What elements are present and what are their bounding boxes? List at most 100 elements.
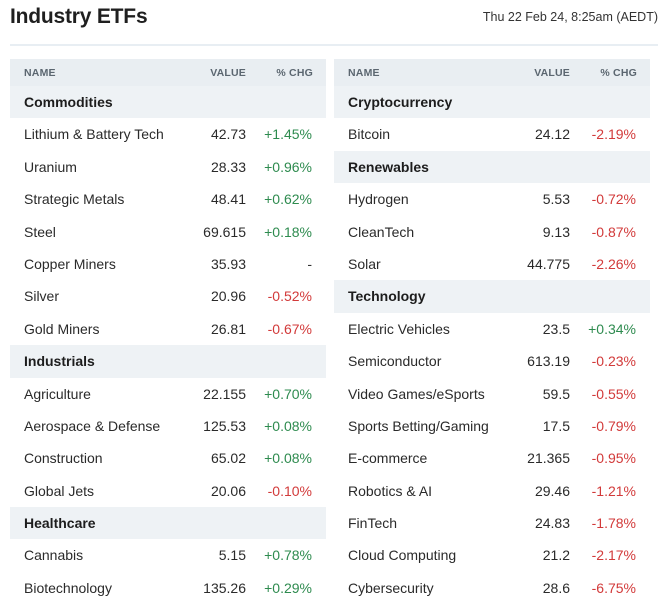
etf-name-link[interactable]: Gold Miners <box>24 320 100 337</box>
table-row[interactable]: Cannabis 5.15 +0.78% <box>10 539 326 571</box>
column-header-name[interactable]: NAME <box>24 67 56 79</box>
table-row[interactable]: Gold Miners 26.81 -0.67% <box>10 313 326 345</box>
table-row[interactable]: Hydrogen 5.53 -0.72% <box>334 183 650 215</box>
etf-value: 23.5 <box>542 320 570 337</box>
column-header-change[interactable]: % CHG <box>600 67 637 79</box>
etf-name-link[interactable]: Solar <box>348 255 381 272</box>
etf-name-link[interactable]: Cloud Computing <box>348 547 457 564</box>
table-row[interactable]: Video Games/eSports 59.5 -0.55% <box>334 378 650 410</box>
etf-name-link[interactable]: Strategic Metals <box>24 191 125 208</box>
table-row[interactable]: Construction 65.02 +0.08% <box>10 442 326 474</box>
etf-value: 613.19 <box>527 353 570 370</box>
category-label: Technology <box>348 288 426 305</box>
etf-name-link[interactable]: E-commerce <box>348 450 428 467</box>
etf-percent-change: -1.78% <box>591 515 636 532</box>
etf-percent-change: -0.52% <box>267 288 312 305</box>
etf-name-link[interactable]: Copper Miners <box>24 255 116 272</box>
table-row[interactable]: FinTech 24.83 -1.78% <box>334 507 650 539</box>
timestamp: Thu 22 Feb 24, 8:25am (AEDT) <box>482 10 658 24</box>
table-row[interactable]: Lithium & Battery Tech 42.73 +1.45% <box>10 118 326 150</box>
etf-percent-change: +0.62% <box>264 191 312 208</box>
etf-percent-change: -0.95% <box>591 450 636 467</box>
etf-percent-change: +0.96% <box>264 158 312 175</box>
etf-name-link[interactable]: Cybersecurity <box>348 579 434 596</box>
table-row[interactable]: Electric Vehicles 23.5 +0.34% <box>334 313 650 345</box>
table-body: Cryptocurrency Bitcoin 24.12 -2.19% Renewabl… <box>334 86 650 604</box>
table-row[interactable]: Biotechnology 135.26 +0.29% <box>10 572 326 604</box>
etf-percent-change: +0.08% <box>264 417 312 434</box>
etf-name-link[interactable]: FinTech <box>348 515 398 532</box>
etf-value: 65.02 <box>210 450 246 467</box>
etf-value: 9.13 <box>542 223 570 240</box>
etf-percent-change: +0.78% <box>264 547 312 564</box>
column-header-value[interactable]: VALUE <box>210 67 246 79</box>
etf-name-link[interactable]: Cannabis <box>24 547 84 564</box>
etf-name-link[interactable]: Robotics & AI <box>348 482 433 499</box>
etf-percent-change: -1.21% <box>591 482 636 499</box>
etf-value: 24.83 <box>534 515 570 532</box>
etf-name-link[interactable]: Sports Betting/Gaming <box>348 417 489 434</box>
table-row[interactable]: Sports Betting/Gaming 17.5 -0.79% <box>334 410 650 442</box>
table-row[interactable]: Semiconductor 613.19 -0.23% <box>334 345 650 377</box>
etf-name-link[interactable]: Global Jets <box>24 482 95 499</box>
etf-value: 26.81 <box>210 320 246 337</box>
etf-value: 35.93 <box>210 255 246 272</box>
etf-percent-change: -0.55% <box>591 385 636 402</box>
etf-name-link[interactable]: Construction <box>24 450 103 467</box>
table-row[interactable]: Uranium 28.33 +0.96% <box>10 151 326 183</box>
etf-percent-change: +1.45% <box>264 126 312 143</box>
etf-name-link[interactable]: Semiconductor <box>348 353 442 370</box>
category-label: Healthcare <box>24 515 96 532</box>
etf-percent-change: +0.70% <box>264 385 312 402</box>
etf-value: 44.775 <box>527 255 570 272</box>
etf-name-link[interactable]: Lithium & Battery Tech <box>24 126 164 143</box>
etf-name-link[interactable]: Hydrogen <box>348 191 409 208</box>
etf-value: 135.26 <box>203 579 246 596</box>
table-row[interactable]: Strategic Metals 48.41 +0.62% <box>10 183 326 215</box>
table-row[interactable]: Steel 69.615 +0.18% <box>10 216 326 248</box>
table-row[interactable]: Robotics & AI 29.46 -1.21% <box>334 475 650 507</box>
etf-value: 20.96 <box>210 288 246 305</box>
table-row[interactable]: Silver 20.96 -0.52% <box>10 280 326 312</box>
category-row: Commodities <box>10 86 326 119</box>
etf-name-link[interactable]: Agriculture <box>24 385 91 402</box>
etf-percent-change: -0.72% <box>591 191 636 208</box>
etf-percent-change: -0.87% <box>591 223 636 240</box>
column-header-name[interactable]: NAME <box>348 67 380 79</box>
table-row[interactable]: E-commerce 21.365 -0.95% <box>334 442 650 474</box>
table-row[interactable]: Copper Miners 35.93 - <box>10 248 326 280</box>
category-label: Cryptocurrency <box>348 94 453 110</box>
table-row[interactable]: Cybersecurity 28.6 -6.75% <box>334 572 650 604</box>
etf-value: 48.41 <box>210 191 246 208</box>
etf-value: 24.12 <box>534 126 570 143</box>
etf-value: 21.365 <box>527 450 570 467</box>
table-body: Commodities Lithium & Battery Tech 42.73 +1… <box>10 86 326 604</box>
category-row: Technology <box>334 280 650 313</box>
etf-percent-change: +0.29% <box>264 579 312 596</box>
table-row[interactable]: Cloud Computing 21.2 -2.17% <box>334 539 650 571</box>
table-row[interactable]: Bitcoin 24.12 -2.19% <box>334 118 650 150</box>
etf-name-link[interactable]: Silver <box>24 288 60 305</box>
etf-name-link[interactable]: Electric Vehicles <box>348 320 450 337</box>
etf-name-link[interactable]: Aerospace & Defense <box>24 417 161 434</box>
etf-value: 20.06 <box>210 482 246 499</box>
etf-value: 5.15 <box>218 547 246 564</box>
etf-name-link[interactable]: Video Games/eSports <box>348 385 485 402</box>
table-row[interactable]: Agriculture 22.155 +0.70% <box>10 378 326 410</box>
category-row: Healthcare <box>10 507 326 540</box>
etf-percent-change: -0.10% <box>267 482 312 499</box>
etf-table-left: NAME VALUE % CHG Commodities Lithium & Ba… <box>10 59 326 604</box>
category-label: Commodities <box>24 94 113 110</box>
column-header-value[interactable]: VALUE <box>534 67 570 79</box>
etf-name-link[interactable]: Bitcoin <box>348 126 391 143</box>
etf-name-link[interactable]: Steel <box>24 223 56 240</box>
table-row[interactable]: CleanTech 9.13 -0.87% <box>334 216 650 248</box>
etf-name-link[interactable]: Biotechnology <box>24 579 112 596</box>
column-header-change[interactable]: % CHG <box>276 67 313 79</box>
table-row[interactable]: Solar 44.775 -2.26% <box>334 248 650 280</box>
etf-name-link[interactable]: Uranium <box>24 158 77 175</box>
table-row[interactable]: Aerospace & Defense 125.53 +0.08% <box>10 410 326 442</box>
etf-name-link[interactable]: CleanTech <box>348 223 415 240</box>
table-row[interactable]: Global Jets 20.06 -0.10% <box>10 475 326 507</box>
category-label: Renewables <box>348 158 429 175</box>
